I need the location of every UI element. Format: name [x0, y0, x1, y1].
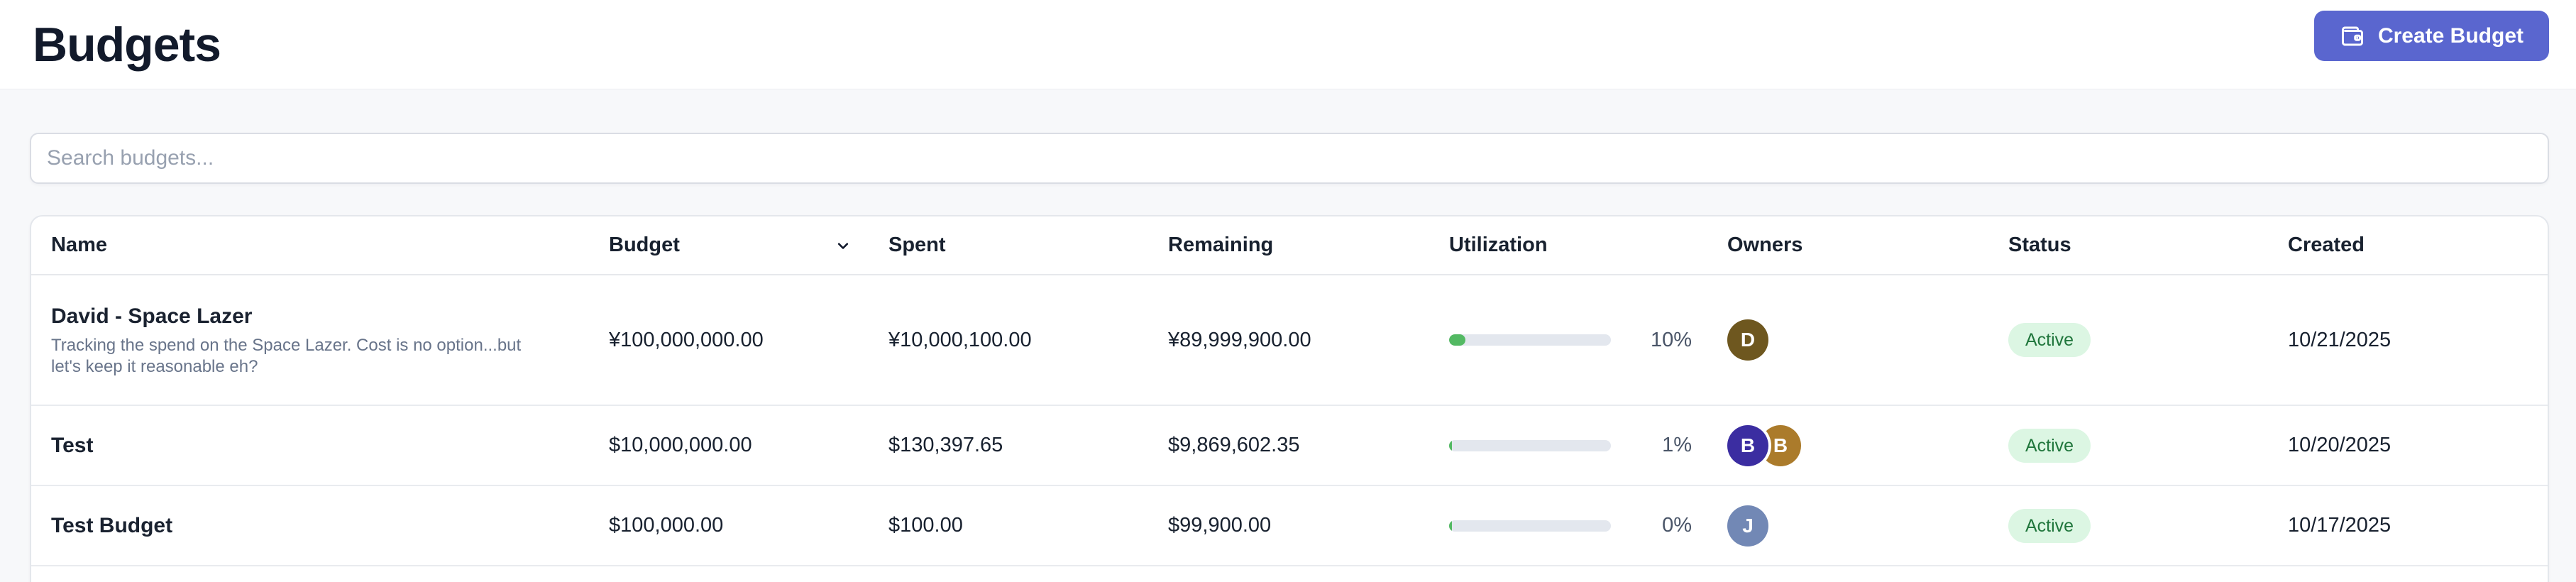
table-row[interactable]: David - Space Lazer Tracking the spend o…: [31, 275, 2548, 406]
create-budget-button[interactable]: Create Budget: [2313, 11, 2549, 61]
column-header-budget[interactable]: Budget: [609, 234, 888, 257]
status-cell: Active: [2008, 428, 2288, 463]
remaining-amount: $9,869,602.35: [1168, 434, 1300, 456]
search-input[interactable]: [30, 133, 2549, 184]
utilization-bar: [1449, 439, 1611, 451]
created-date: 10/17/2025: [2288, 514, 2391, 537]
page-header: Budgets Create Budget: [0, 0, 2576, 89]
created-date: 10/21/2025: [2288, 328, 2391, 351]
column-header-status[interactable]: Status: [2008, 234, 2071, 256]
budgets-table: Name Budget Spent Remaining Utilization …: [30, 215, 2549, 582]
budget-amount: ¥100,000,000.00: [609, 328, 764, 351]
utilization-cell: 10%: [1449, 329, 1727, 352]
owner-avatar: J: [1727, 505, 1768, 547]
status-badge: Active: [2008, 323, 2091, 357]
name-cell: Test: [31, 432, 609, 460]
column-header-spent[interactable]: Spent: [888, 234, 946, 256]
table-row-partial[interactable]: [31, 566, 2548, 582]
utilization-bar-fill: [1449, 439, 1452, 451]
name-cell: David - Space Lazer Tracking the spend o…: [31, 302, 609, 378]
owner-avatar: B: [1727, 424, 1768, 466]
column-header-remaining[interactable]: Remaining: [1168, 234, 1274, 256]
column-header-created[interactable]: Created: [2288, 234, 2365, 256]
wallet-icon: [2340, 23, 2365, 49]
utilization-cell: 0%: [1449, 514, 1727, 537]
budget-description: Tracking the spend on the Space Lazer. C…: [51, 336, 522, 376]
owners-avatars: J: [1727, 505, 2008, 547]
budget-name: Test: [51, 433, 94, 457]
spent-amount: ¥10,000,100.00: [888, 328, 1032, 351]
owner-avatar: D: [1727, 319, 1768, 361]
status-badge: Active: [2008, 428, 2091, 463]
spent-amount: $130,397.65: [888, 434, 1003, 456]
status-cell: Active: [2008, 508, 2288, 543]
column-header-name[interactable]: Name: [51, 234, 107, 256]
utilization-percent: 0%: [1662, 514, 1692, 537]
create-budget-label: Create Budget: [2377, 23, 2523, 48]
page-title: Budgets: [33, 17, 221, 72]
utilization-bar-fill: [1449, 520, 1452, 532]
table-header-row: Name Budget Spent Remaining Utilization …: [31, 216, 2548, 275]
utilization-bar-fill: [1449, 334, 1465, 346]
budget-amount: $100,000.00: [609, 514, 724, 537]
utilization-bar: [1449, 520, 1611, 532]
status-cell: Active: [2008, 323, 2288, 357]
name-cell: Test Budget: [31, 512, 609, 540]
utilization-percent: 1%: [1662, 434, 1692, 456]
utilization-percent: 10%: [1650, 328, 1692, 351]
remaining-amount: $99,900.00: [1168, 514, 1272, 537]
table-row[interactable]: Test $10,000,000.00 $130,397.65 $9,869,6…: [31, 406, 2548, 486]
column-header-utilization[interactable]: Utilization: [1449, 234, 1548, 256]
budget-name: David - Space Lazer: [51, 304, 253, 328]
column-header-owners[interactable]: Owners: [1727, 234, 1803, 256]
status-badge: Active: [2008, 508, 2091, 543]
spent-amount: $100.00: [888, 514, 963, 537]
table-row[interactable]: Test Budget $100,000.00 $100.00 $99,900.…: [31, 486, 2548, 566]
chevron-down-icon: [833, 236, 853, 256]
remaining-amount: ¥89,999,900.00: [1168, 328, 1311, 351]
table-body: David - Space Lazer Tracking the spend o…: [31, 275, 2548, 566]
utilization-cell: 1%: [1449, 434, 1727, 457]
budget-amount: $10,000,000.00: [609, 434, 752, 456]
budget-name: Test Budget: [51, 513, 173, 537]
owners-avatars: D: [1727, 319, 2008, 361]
utilization-bar: [1449, 334, 1611, 346]
created-date: 10/20/2025: [2288, 434, 2391, 456]
